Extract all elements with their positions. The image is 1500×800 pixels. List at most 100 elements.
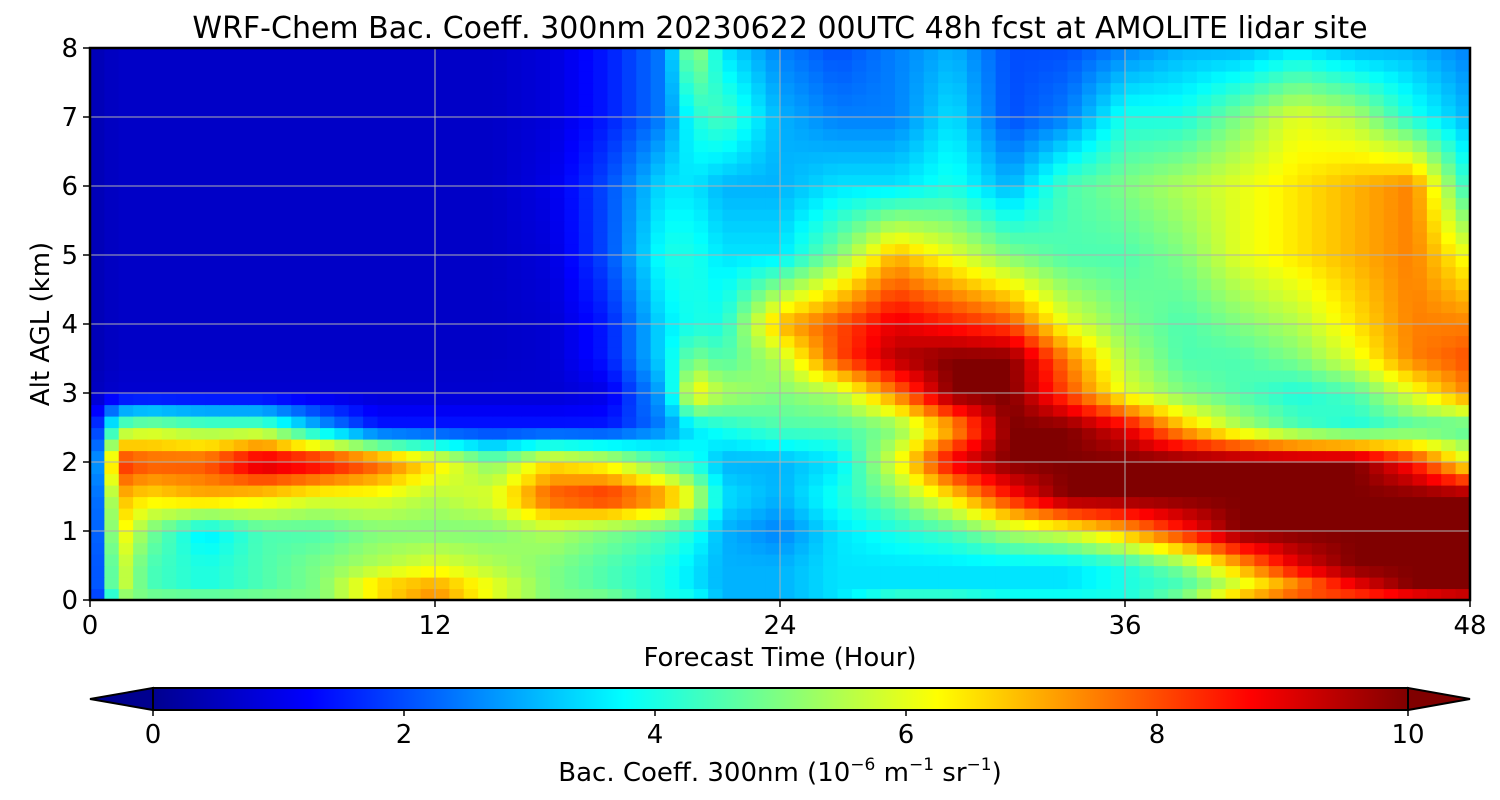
- heatmap-cell: [780, 163, 795, 176]
- heatmap-cell: [435, 508, 450, 521]
- heatmap-cell: [133, 140, 149, 153]
- heatmap-cell: [420, 266, 436, 279]
- heatmap-cell: [578, 301, 594, 314]
- heatmap-cell: [708, 381, 724, 394]
- heatmap-cell: [1311, 105, 1327, 118]
- heatmap-cell: [1053, 473, 1069, 486]
- heatmap-cell: [176, 82, 192, 95]
- heatmap-cell: [276, 542, 292, 555]
- heatmap-cell: [1153, 542, 1169, 555]
- heatmap-cell: [1311, 301, 1327, 314]
- heatmap-cell: [1254, 554, 1270, 567]
- heatmap-cell: [190, 404, 206, 417]
- heatmap-cell: [837, 370, 853, 383]
- heatmap-cell: [808, 151, 824, 164]
- heatmap-cell: [535, 197, 551, 210]
- heatmap-cell: [1081, 565, 1097, 578]
- heatmap-cell: [851, 358, 867, 371]
- heatmap-cell: [363, 542, 379, 555]
- heatmap-cell: [1038, 519, 1054, 532]
- heatmap-cell: [1211, 289, 1227, 302]
- heatmap-cell: [1340, 94, 1356, 107]
- heatmap-cell: [593, 232, 609, 245]
- heatmap-cell: [1096, 289, 1112, 302]
- heatmap-cell: [621, 427, 637, 440]
- heatmap-cell: [895, 278, 910, 291]
- heatmap-cell: [205, 542, 220, 555]
- heatmap-cell: [205, 381, 220, 394]
- heatmap-cell: [1125, 335, 1140, 348]
- heatmap-cell: [823, 554, 839, 567]
- heatmap-cell: [765, 220, 781, 233]
- heatmap-cell: [938, 416, 954, 429]
- heatmap-cell: [1038, 163, 1054, 176]
- heatmap-cell: [909, 416, 925, 429]
- heatmap-cell: [607, 462, 623, 475]
- heatmap-cell: [1355, 565, 1370, 578]
- heatmap-cell: [1340, 289, 1356, 302]
- heatmap-cell: [995, 370, 1011, 383]
- heatmap-cell: [952, 427, 968, 440]
- heatmap-cell: [607, 197, 623, 210]
- heatmap-cell: [866, 186, 882, 199]
- heatmap-cell: [1024, 82, 1040, 95]
- heatmap-cell: [995, 289, 1011, 302]
- heatmap-cell: [1441, 370, 1457, 383]
- heatmap-cell: [1369, 209, 1385, 222]
- heatmap-cell: [1326, 128, 1342, 141]
- heatmap-cell: [823, 289, 839, 302]
- heatmap-cell: [794, 370, 810, 383]
- heatmap-cell: [1455, 416, 1471, 429]
- heatmap-cell: [1024, 565, 1040, 578]
- heatmap-cell: [578, 151, 594, 164]
- heatmap-cell: [1398, 105, 1414, 118]
- heatmap-cell: [118, 381, 134, 394]
- heatmap-cell: [564, 266, 580, 279]
- heatmap-cell: [320, 393, 335, 406]
- heatmap-cell: [190, 312, 206, 325]
- heatmap-cell: [90, 140, 105, 153]
- heatmap-cell: [1254, 393, 1270, 406]
- heatmap-cell: [291, 59, 307, 72]
- heatmap-cell: [420, 416, 436, 429]
- heatmap-cell: [1081, 519, 1097, 532]
- heatmap-cell: [291, 439, 307, 452]
- heatmap-cell: [420, 255, 436, 268]
- heatmap-cell: [1268, 473, 1284, 486]
- heatmap-cell: [348, 393, 364, 406]
- heatmap-cell: [1254, 565, 1270, 578]
- heatmap-cell: [909, 358, 925, 371]
- heatmap-cell: [391, 71, 407, 84]
- heatmap-cell: [1340, 381, 1356, 394]
- heatmap-cell: [794, 347, 810, 360]
- heatmap-cell: [621, 197, 637, 210]
- heatmap-cell: [233, 255, 249, 268]
- heatmap-cell: [966, 105, 982, 118]
- heatmap-cell: [190, 347, 206, 360]
- heatmap-cell: [305, 519, 321, 532]
- heatmap-cell: [794, 243, 810, 256]
- heatmap-cell: [938, 335, 954, 348]
- heatmap-cell: [133, 416, 149, 429]
- heatmap-cell: [435, 151, 450, 164]
- heatmap-cell: [348, 289, 364, 302]
- heatmap-cell: [104, 243, 120, 256]
- heatmap-cell: [262, 393, 278, 406]
- heatmap-cell: [938, 531, 954, 544]
- heatmap-cell: [190, 450, 206, 463]
- heatmap-cell: [679, 554, 695, 567]
- heatmap-cell: [205, 197, 220, 210]
- heatmap-cell: [1139, 588, 1155, 601]
- heatmap-cell: [909, 163, 925, 176]
- heatmap-cell: [348, 565, 364, 578]
- heatmap-cell: [1441, 94, 1457, 107]
- heatmap-cell: [823, 496, 839, 509]
- heatmap-cell: [1412, 163, 1428, 176]
- heatmap-cell: [535, 243, 551, 256]
- heatmap-cell: [1398, 531, 1414, 544]
- heatmap-cell: [1038, 462, 1054, 475]
- heatmap-cell: [334, 163, 350, 176]
- heatmap-cell: [952, 358, 968, 371]
- heatmap-cell: [147, 393, 163, 406]
- heatmap-cell: [205, 186, 220, 199]
